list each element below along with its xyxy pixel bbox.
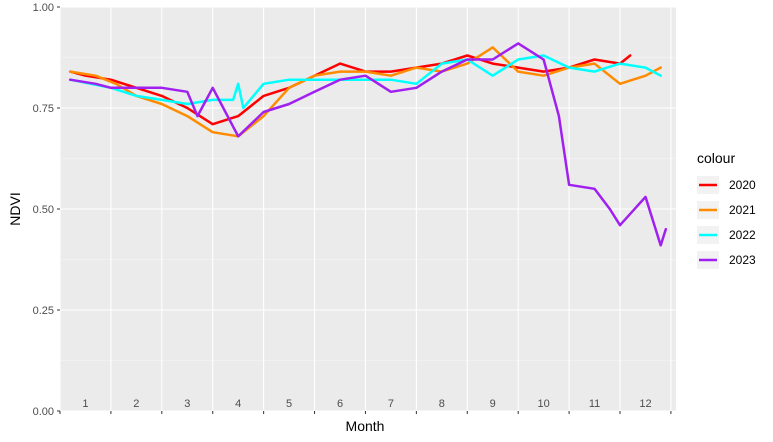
y-tick-label: 0.50: [33, 204, 54, 216]
month-label: 7: [388, 398, 394, 410]
series-lines: [68, 42, 668, 247]
month-label: 1: [82, 398, 88, 410]
month-label: 12: [639, 398, 651, 410]
month-label: 6: [337, 398, 343, 410]
y-tick-label: 0.25: [33, 305, 54, 317]
month-label: 4: [235, 398, 241, 410]
legend-title: colour: [697, 150, 735, 166]
y-tick-label: 1.00: [33, 2, 54, 14]
legend-label-2021: 2021: [729, 203, 756, 217]
month-label: 5: [286, 398, 292, 410]
month-label: 11: [589, 398, 600, 410]
month-label: 2: [133, 398, 139, 410]
legend-label-2022: 2022: [729, 228, 756, 242]
y-tick-label: 0.00: [33, 406, 54, 418]
month-label: 9: [490, 398, 496, 410]
month-label: 3: [184, 398, 190, 410]
y-tick-label: 0.75: [33, 103, 54, 115]
x-axis-title: Month: [346, 418, 385, 434]
legend: colour 2020 2021 2022 2023: [697, 150, 756, 269]
month-label: 8: [439, 398, 445, 410]
legend-label-2023: 2023: [729, 253, 756, 267]
month-label: 10: [538, 398, 550, 410]
legend-label-2020: 2020: [729, 178, 756, 192]
series-line-2023: [68, 42, 668, 247]
y-axis: 0.00 0.25 0.50 0.75 1.00: [33, 2, 60, 418]
x-axis: 1 2 3 4 5 6 7 8 9 10 11 12: [59, 398, 672, 414]
y-axis-title: NDVI: [7, 192, 23, 225]
